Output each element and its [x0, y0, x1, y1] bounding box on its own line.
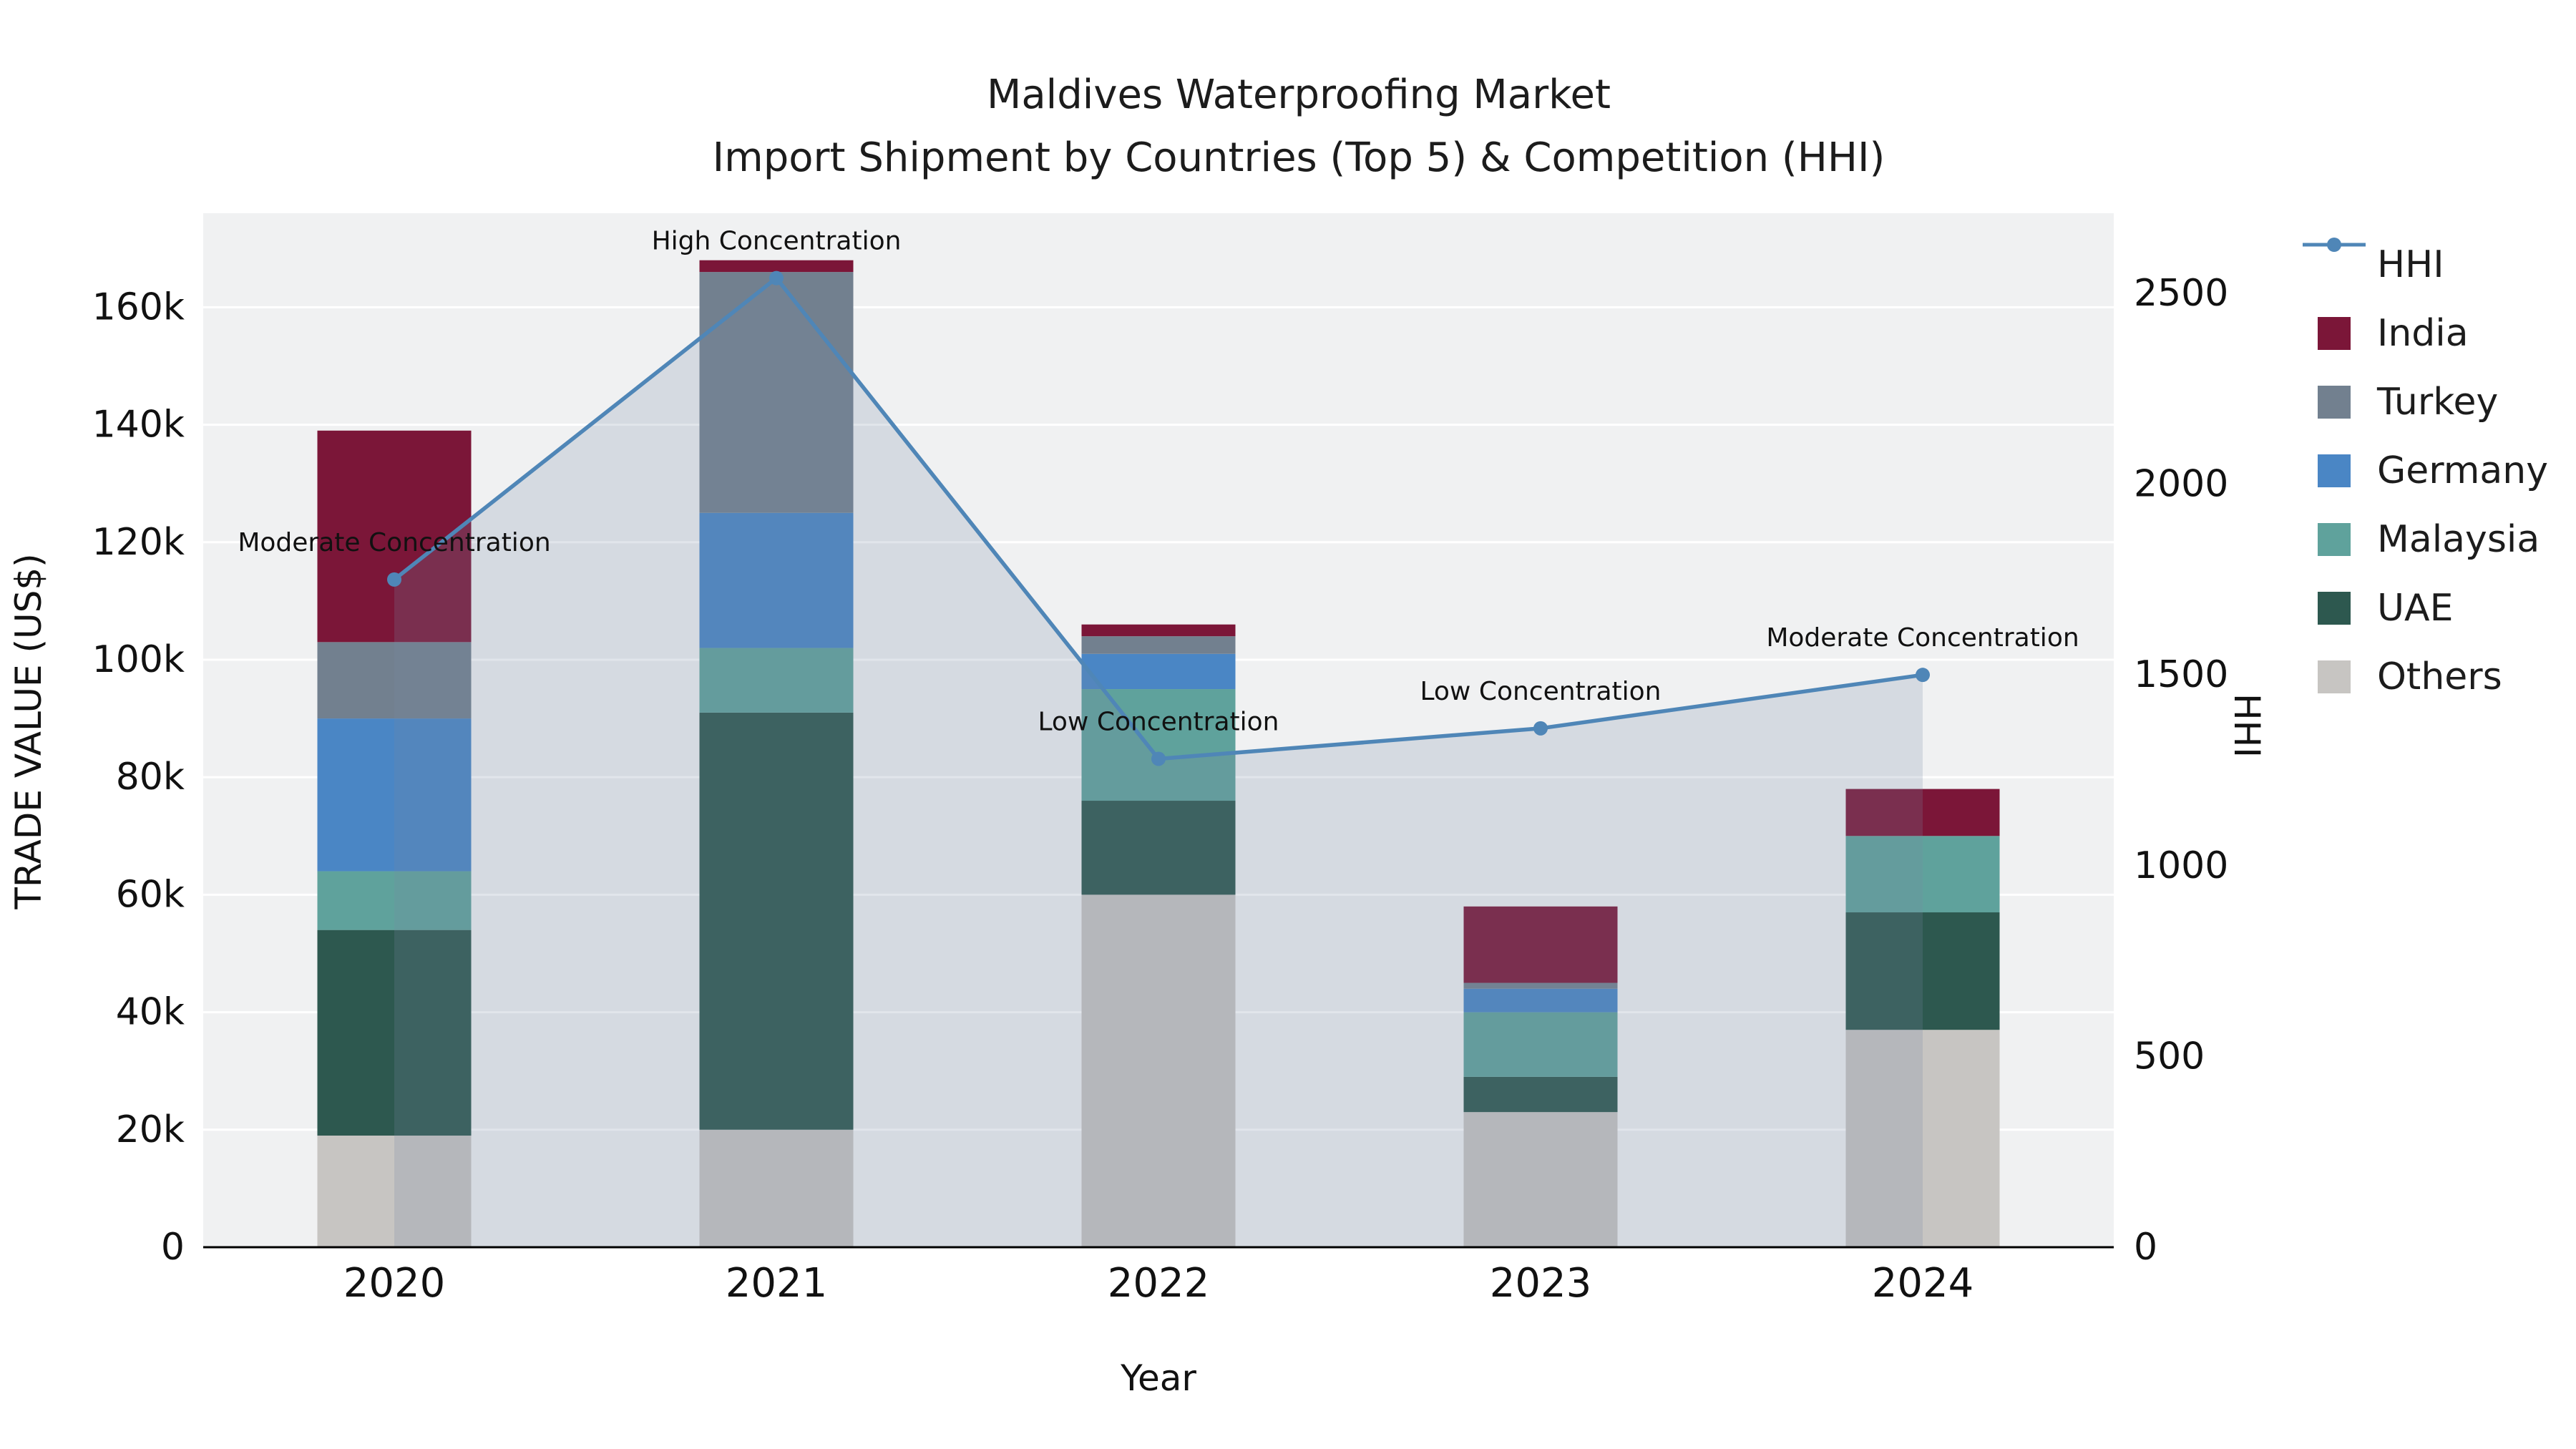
bar-segment-turkey-2022 — [1081, 636, 1236, 654]
bar-segment-india-2023 — [1463, 906, 1618, 983]
y-right-tick-label: 1500 — [2134, 653, 2228, 696]
hhi-marker-2022 — [1151, 751, 1166, 766]
bar-segment-uae-2024 — [1845, 912, 2000, 1030]
annotation-text-2020: Moderate Concentration — [238, 528, 550, 557]
legend-swatch-icon — [2301, 454, 2367, 487]
legend-swatch-icon — [2301, 592, 2367, 625]
y-left-tick-label: 100k — [92, 638, 185, 681]
y-right-tick-label: 1000 — [2134, 844, 2228, 887]
x-tick-label-2021: 2021 — [726, 1260, 828, 1307]
bar-segment-india-2020 — [317, 430, 472, 643]
x-tick-label-2024: 2024 — [1872, 1260, 1974, 1307]
bar-segment-turkey-2020 — [317, 642, 472, 719]
legend-swatch-icon — [2301, 317, 2367, 350]
chart-title: Maldives Waterproofing Market Import Shi… — [0, 64, 2576, 190]
bar-segment-turkey-2021 — [699, 272, 854, 513]
y-left-tick-label: 160k — [92, 286, 185, 328]
bar-segment-others-2022 — [1081, 894, 1236, 1247]
legend-item-turkey[interactable]: Turkey — [2301, 368, 2548, 436]
y-left-tick-label: 60k — [116, 873, 185, 916]
annotation-text-2023: Low Concentration — [1420, 677, 1661, 706]
bar-segment-others-2020 — [317, 1136, 472, 1247]
y-right-tick-label: 2000 — [2134, 463, 2228, 506]
legend-item-uae[interactable]: UAE — [2301, 574, 2548, 643]
legend: HHI India Turkey Germany Malaysia UAE Others — [2301, 230, 2548, 711]
annotation-text-2022: Low Concentration — [1038, 707, 1279, 736]
annotation-text-2024: Moderate Concentration — [1766, 623, 2079, 653]
legend-item-malaysia[interactable]: Malaysia — [2301, 505, 2548, 574]
bar-segment-malaysia-2023 — [1463, 1012, 1618, 1077]
bar-segment-uae-2020 — [317, 930, 472, 1136]
bar-segment-germany-2022 — [1081, 653, 1236, 690]
y-left-tick-label: 120k — [92, 521, 185, 564]
x-tick-label-2020: 2020 — [343, 1260, 446, 1307]
hhi-marker-2023 — [1533, 721, 1548, 736]
legend-item-others[interactable]: Others — [2301, 643, 2548, 711]
bar-segment-others-2021 — [699, 1129, 854, 1247]
bar-segment-others-2023 — [1463, 1112, 1618, 1247]
legend-label-turkey: Turkey — [2377, 381, 2499, 424]
legend-item-hhi[interactable]: HHI — [2301, 230, 2548, 299]
hhi-marker-2020 — [387, 572, 401, 587]
bar-segment-india-2022 — [1081, 624, 1236, 637]
bar-segment-india-2021 — [699, 260, 854, 273]
bar-segment-malaysia-2020 — [317, 871, 472, 930]
legend-item-germany[interactable]: Germany — [2301, 436, 2548, 505]
annotation-text-2021: High Concentration — [652, 227, 902, 256]
y-right-tick-label: 500 — [2134, 1035, 2205, 1078]
y-left-tick-label: 140k — [92, 404, 185, 447]
hhi-marker-2021 — [769, 270, 784, 286]
bar-segment-germany-2020 — [317, 718, 472, 872]
legend-label-uae: UAE — [2377, 587, 2454, 630]
hhi-marker-2024 — [1916, 668, 1930, 683]
legend-label-india: India — [2377, 312, 2469, 355]
chart-title-line2: Import Shipment by Countries (Top 5) & C… — [712, 135, 1885, 181]
bar-segment-others-2024 — [1845, 1030, 2000, 1247]
bar-segment-malaysia-2021 — [699, 648, 854, 713]
y-right-tick-label: 2500 — [2134, 272, 2228, 315]
bar-segment-malaysia-2024 — [1845, 836, 2000, 913]
legend-label-others: Others — [2377, 655, 2502, 698]
bar-segment-malaysia-2022 — [1081, 689, 1236, 801]
legend-label-malaysia: Malaysia — [2377, 518, 2540, 561]
bar-segment-germany-2021 — [699, 512, 854, 648]
bar-segment-india-2024 — [1845, 789, 2000, 836]
bar-segment-uae-2023 — [1463, 1076, 1618, 1113]
y-left-tick-label: 0 — [161, 1226, 185, 1269]
legend-label-hhi: HHI — [2377, 243, 2444, 286]
legend-item-india[interactable]: India — [2301, 299, 2548, 368]
x-tick-label-2023: 2023 — [1490, 1260, 1592, 1307]
bar-segment-uae-2022 — [1081, 801, 1236, 895]
legend-swatch-icon — [2301, 660, 2367, 693]
x-tick-label-2022: 2022 — [1108, 1260, 1210, 1307]
bar-segment-turkey-2023 — [1463, 982, 1618, 989]
legend-swatch-icon — [2301, 386, 2367, 419]
legend-label-germany: Germany — [2377, 449, 2549, 492]
y-left-tick-label: 80k — [116, 756, 185, 799]
chart-title-line1: Maldives Waterproofing Market — [987, 72, 1611, 118]
y-left-tick-label: 20k — [116, 1108, 185, 1151]
y-left-tick-label: 40k — [116, 991, 185, 1034]
bar-segment-germany-2023 — [1463, 988, 1618, 1013]
bar-segment-uae-2021 — [699, 712, 854, 1130]
legend-swatch-icon — [2301, 523, 2367, 556]
x-axis-title: Year — [1121, 1357, 1196, 1399]
y-right-tick-label: 0 — [2134, 1226, 2157, 1269]
